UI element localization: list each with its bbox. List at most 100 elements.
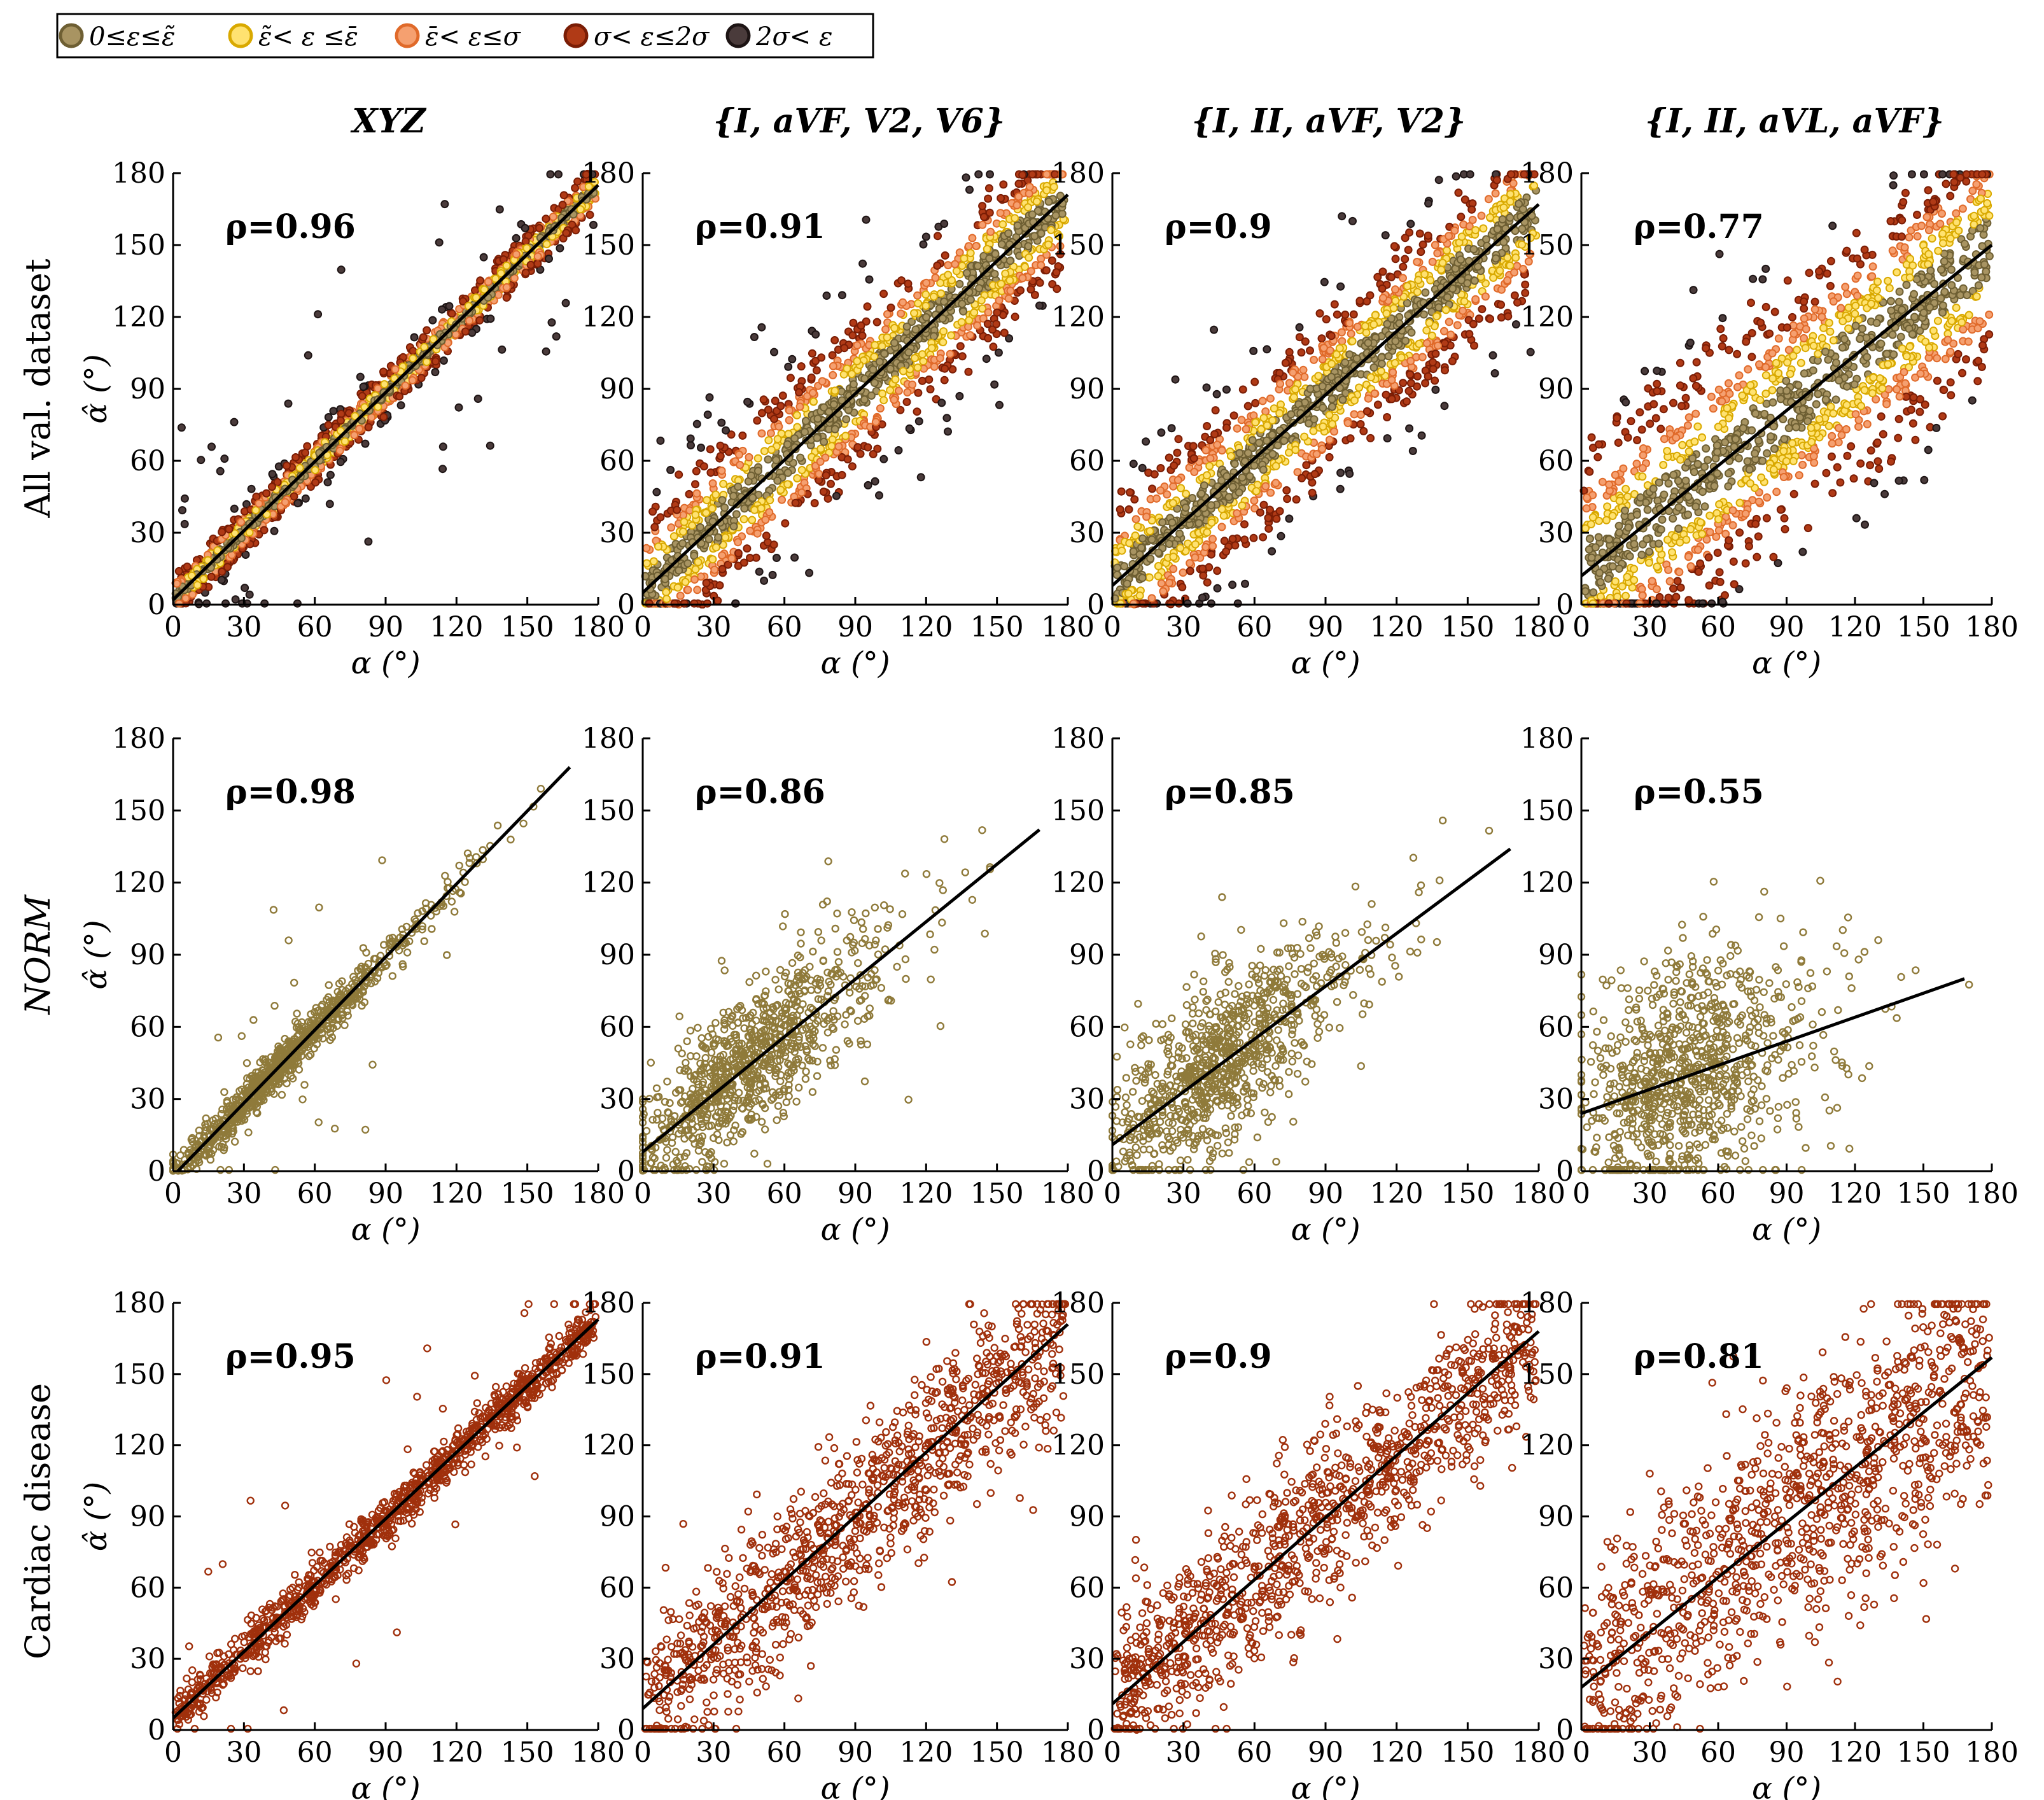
scatter-point (883, 333, 892, 342)
scatter-point (1424, 199, 1433, 208)
regression-line (172, 184, 599, 601)
scatter-point (1226, 452, 1235, 460)
scatter-point (1346, 434, 1355, 443)
scatter-point (862, 317, 871, 326)
scatter-point (1021, 262, 1029, 271)
scatter-point (293, 599, 302, 608)
scatter-point (1200, 481, 1208, 490)
scatter-point (913, 363, 922, 372)
scatter-point (757, 323, 766, 332)
scatter-point (904, 279, 913, 288)
scatter-point (1345, 469, 1354, 478)
scatter-point (468, 328, 477, 337)
scatter-point (876, 404, 885, 413)
x-tick-label: 150 (1441, 611, 1494, 643)
scatter-point (702, 509, 711, 517)
scatter-point (896, 405, 905, 414)
y-tick-label: 150 (112, 229, 165, 262)
scatter-point (1165, 579, 1173, 587)
scatter-point (811, 330, 820, 339)
scatter-point (1330, 427, 1338, 436)
scatter-point (990, 270, 999, 278)
scatter-point (848, 462, 857, 471)
scatter-point (1319, 422, 1327, 431)
scatter-point (785, 416, 794, 425)
scatter-point (364, 537, 373, 546)
scatter-point (667, 523, 676, 532)
scatter-point (533, 252, 542, 261)
scatter-point (1886, 297, 1895, 306)
scatter-point (879, 454, 888, 463)
scatter-point (1335, 384, 1344, 392)
scatter-point (685, 489, 694, 498)
scatter-point (1030, 232, 1039, 241)
scatter-point (830, 336, 839, 344)
scatter-point (1018, 171, 1027, 179)
scatter-point (656, 513, 665, 522)
scatter-point (837, 291, 846, 300)
scatter-point (359, 383, 368, 391)
scatter-point (899, 298, 907, 307)
scatter-point (784, 430, 793, 439)
scatter-point (1113, 563, 1122, 572)
scatter-point (792, 411, 801, 419)
x-axis-title: α (°) (1291, 645, 1360, 681)
scatter-point (966, 295, 975, 304)
scatter-point (767, 446, 776, 454)
scatter-point (293, 499, 302, 508)
scatter-point (554, 170, 563, 179)
scatter-point (883, 310, 892, 319)
scatter-point (1268, 547, 1277, 556)
scatter-point (1364, 394, 1373, 403)
scatter-point (1222, 472, 1231, 481)
scatter-point (323, 478, 332, 487)
scatter-point (773, 435, 782, 444)
scatter-point (1177, 484, 1186, 493)
scatter-point (1013, 221, 1022, 230)
scatter-point (1208, 535, 1217, 544)
scatter-point (807, 373, 816, 382)
scatter-point (676, 591, 685, 600)
scatter-point (1285, 379, 1294, 388)
scatter-point (1125, 538, 1134, 547)
scatter-point (962, 173, 970, 182)
scatter-point (858, 331, 867, 340)
scatter-point (1199, 571, 1208, 580)
scatter-point (1373, 272, 1382, 281)
scatter-point (1181, 503, 1190, 512)
scatter-point (1131, 531, 1140, 540)
y-axis-title: α̂ (°) (78, 354, 114, 423)
scatter-point (921, 302, 930, 310)
scatter-point (1408, 447, 1417, 455)
scatter-point (1168, 518, 1177, 527)
scatter-point (753, 454, 762, 463)
scatter-point (1470, 341, 1478, 350)
scatter-point (1454, 188, 1463, 197)
scatter-point (784, 362, 793, 371)
scatter-point (834, 442, 843, 451)
scatter-point (930, 332, 938, 341)
scatter-point (897, 309, 906, 318)
scatter-point (818, 377, 827, 386)
scatter-point (849, 380, 858, 389)
x-tick-label: 0 (1103, 611, 1121, 643)
scatter-point (1268, 416, 1277, 425)
scatter-point (977, 296, 986, 305)
scatter-point (1427, 331, 1436, 340)
scatter-point (778, 391, 787, 400)
scatter-point (1207, 599, 1215, 608)
scatter-point (938, 314, 947, 323)
scatter-point (496, 269, 505, 278)
scatter-point (819, 488, 828, 496)
scatter-point (245, 528, 254, 537)
scatter-point (336, 416, 345, 425)
column-title-1: XYZ (350, 102, 426, 141)
scatter-point (1249, 346, 1258, 355)
scatter-point (562, 229, 571, 237)
scatter-point (790, 434, 799, 443)
scatter-point (869, 365, 878, 374)
scatter-point (247, 484, 256, 493)
scatter-point (984, 184, 993, 193)
scatter-point (711, 490, 720, 499)
scatter-point (585, 211, 594, 219)
